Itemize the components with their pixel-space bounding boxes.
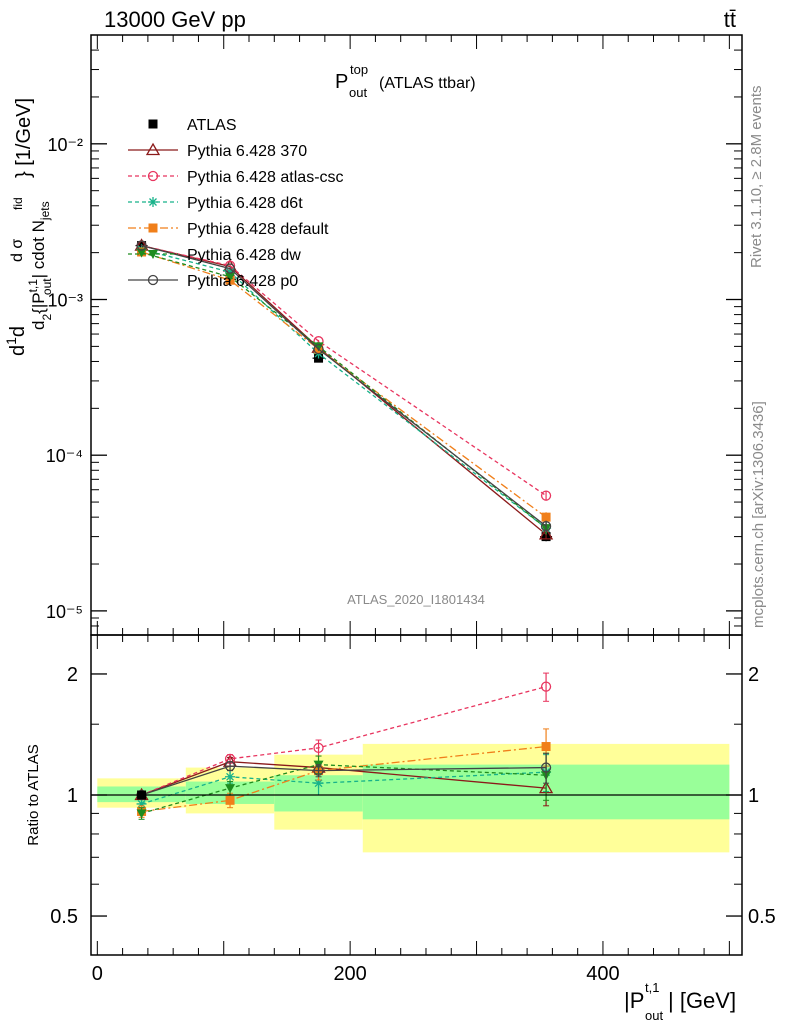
ratio-point (540, 681, 552, 692)
plot-title-suffix: (ATLAS ttbar) (379, 75, 476, 92)
data-point (540, 490, 552, 501)
data-point (541, 512, 551, 522)
y-label-units: } [1/GeV] (13, 98, 35, 178)
y-label-numerator: d σ (9, 239, 26, 262)
ratio-ytick-label-right: 0.5 (748, 906, 776, 928)
ratio-ytick-label-right: 2 (748, 664, 759, 686)
legend-label: Pythia 6.428 default (187, 221, 329, 238)
legend-label: ATLAS (187, 117, 237, 134)
legend-swatch-marker (147, 170, 159, 182)
legend-swatch-marker (148, 197, 158, 207)
axes: 10⁻⁵ 10⁻⁴ 10⁻³ 10⁻² 0 200 400 0.5 0.5 1 1 2 2 (46, 34, 776, 985)
main-ytick-label: 10⁻² (47, 135, 83, 155)
ratio-y-axis-label: Ratio to ATLAS (25, 744, 42, 845)
legend-label: Pythia 6.428 atlas-csc (187, 169, 344, 186)
x-axis-label: |P t,1 out | [GeV] (624, 980, 736, 1023)
plot-title: P top out (ATLAS ttbar) (335, 62, 476, 100)
main-series-6 (136, 240, 552, 533)
main-ytick-label: 10⁻⁵ (46, 602, 83, 622)
data-point (313, 343, 324, 355)
series-line (141, 251, 547, 518)
y-label-prefix: d1d (3, 326, 29, 356)
ratio-point (313, 765, 324, 776)
main-series (134, 238, 554, 542)
data-point (224, 263, 236, 274)
x-label-sup: t,1 (645, 980, 659, 995)
y-label-denominator: d2{|Pt,1out| cdot Njets (26, 201, 54, 330)
legend: ATLAS Pythia 6.428 370 Pythia 6.428 atlas-… (128, 117, 344, 290)
main-y-axis-label: d1d d2{|Pt,1out| cdot Njets d σ fid } [1… (3, 98, 54, 356)
data-point (538, 527, 554, 540)
ratio-ytick-label: 1 (67, 785, 78, 807)
ratio-xtick-label: 400 (586, 963, 619, 985)
series-line (141, 244, 547, 497)
legend-entry-5: Pythia 6.428 dw (128, 247, 301, 264)
ratio-ytick-label: 0.5 (50, 906, 78, 928)
data-point (313, 342, 324, 352)
ratio-xtick-label: 200 (333, 963, 366, 985)
x-label-units: | [GeV] (668, 988, 736, 1013)
ratio-point (541, 742, 551, 752)
legend-label: Pythia 6.428 p0 (187, 273, 298, 290)
rivet-version-text: Rivet 3.1.10, ≥ 2.8M events (748, 86, 765, 269)
plot-title-sup: top (350, 62, 368, 77)
ratio-point (225, 795, 235, 805)
ratio-point (313, 742, 324, 753)
legend-entry-2: Pythia 6.428 atlas-csc (128, 169, 344, 186)
legend-entry-0: ATLAS (148, 117, 237, 134)
ratio-point (136, 809, 147, 819)
ratio-point (313, 778, 324, 789)
legend-swatch-marker (148, 250, 158, 259)
ratio-point (540, 762, 552, 773)
ratio-ytick-label: 2 (67, 664, 78, 686)
plot-title-main: P (335, 71, 348, 93)
data-point (136, 240, 147, 251)
main-ytick-label: 10⁻³ (47, 291, 83, 311)
series-line (141, 244, 547, 527)
legend-swatch-marker (148, 223, 158, 233)
series-line (141, 248, 547, 529)
header-right: tt̄ (724, 7, 736, 32)
analysis-watermark: ATLAS_2020_I1801434 (347, 592, 485, 607)
ratio-line (141, 763, 547, 815)
legend-entry-3: Pythia 6.428 d6t (128, 195, 303, 212)
x-label-main: |P (624, 988, 644, 1013)
ratio-line (141, 745, 547, 813)
legend-swatch-marker (145, 142, 161, 156)
main-ytick-label: 10⁻⁴ (46, 446, 83, 466)
legend-swatch-marker (147, 274, 159, 286)
legend-entry-4: Pythia 6.428 default (128, 221, 329, 238)
ratio-line (141, 686, 547, 796)
data-point (540, 521, 552, 532)
legend-entry-1: Pythia 6.428 370 (128, 142, 307, 160)
plot-title-sub: out (349, 85, 367, 100)
main-series-5 (136, 248, 552, 535)
ratio-point (225, 771, 236, 782)
ratio-line (141, 771, 547, 805)
legend-label: Pythia 6.428 dw (187, 247, 301, 264)
legend-entry-6: Pythia 6.428 p0 (128, 273, 298, 290)
legend-label: Pythia 6.428 370 (187, 143, 307, 160)
y-label-fid: fid (11, 197, 25, 210)
mcplots-credit-text: mcplots.cern.ch [arXiv:1306.3436] (750, 401, 767, 628)
data-point (225, 272, 236, 282)
ratio-xtick-label: 0 (92, 963, 103, 985)
header-left: 13000 GeV pp (104, 7, 246, 32)
ratio-point (224, 760, 236, 772)
data-point (136, 248, 147, 258)
legend-swatch-marker (148, 119, 158, 129)
legend-label: Pythia 6.428 d6t (187, 195, 303, 212)
data-point (225, 267, 236, 278)
ratio-point (225, 784, 236, 794)
x-label-sub: out (645, 1008, 663, 1023)
ratio-ytick-label-right: 1 (748, 785, 759, 807)
series-line (141, 252, 547, 529)
ratio-point (136, 798, 147, 809)
ratio-line (141, 765, 547, 796)
